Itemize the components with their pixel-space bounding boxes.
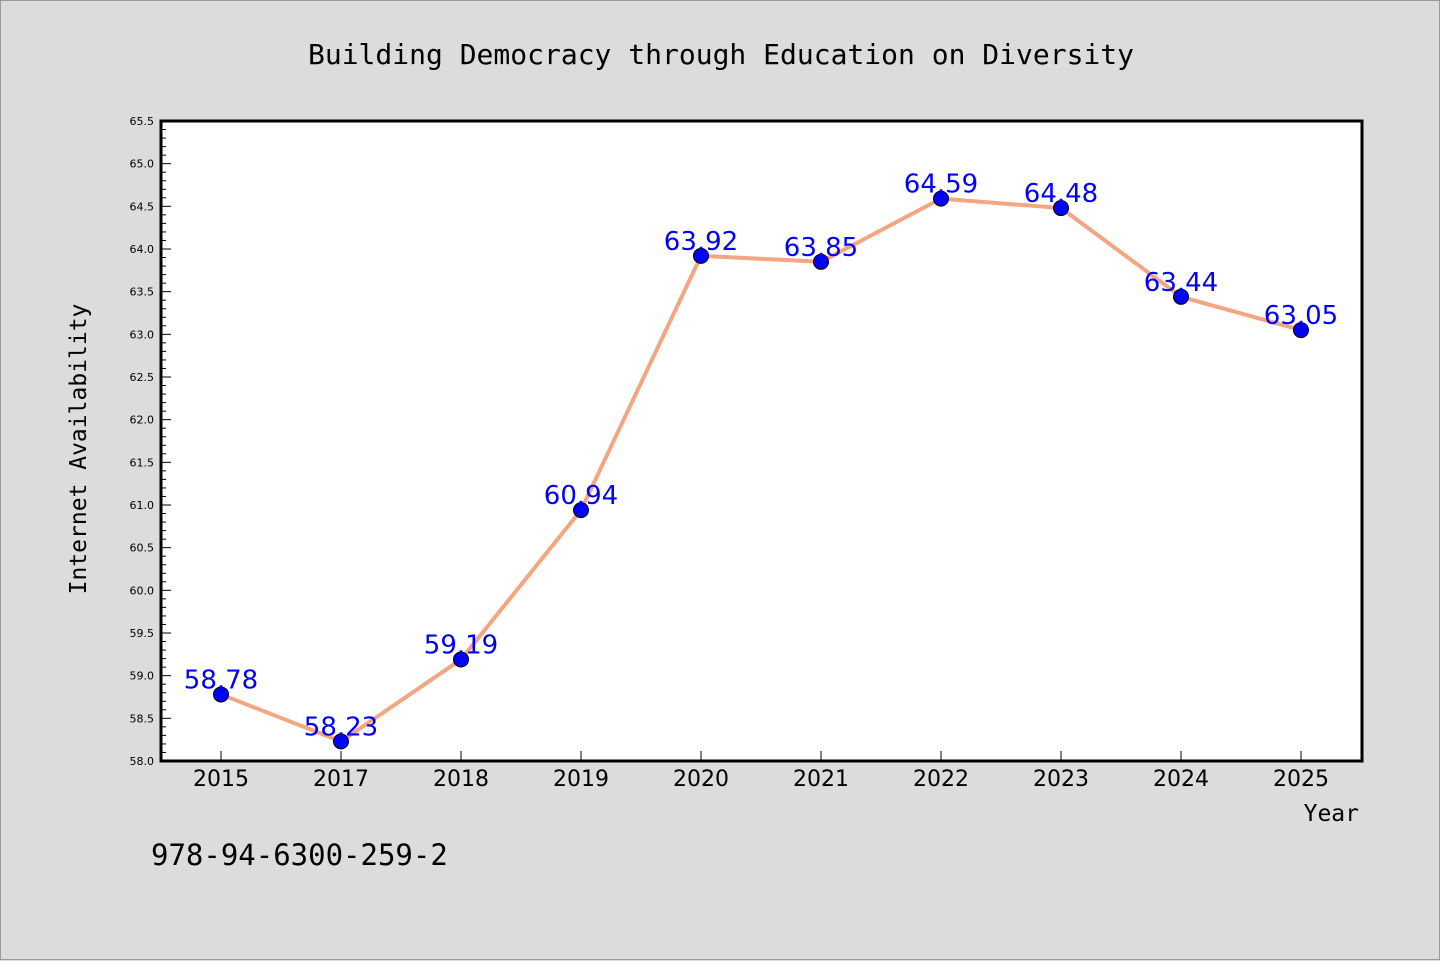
x-tick-label: 2017: [313, 767, 369, 792]
x-tick-label: 2024: [1153, 767, 1209, 792]
y-tick-label: 58.0: [130, 755, 155, 768]
y-tick-label: 61.0: [130, 499, 155, 512]
y-tick-label: 62.5: [130, 371, 155, 384]
data-point: [1293, 322, 1309, 339]
x-axis-label: Year: [1304, 801, 1359, 827]
data-label: 63.05: [1264, 301, 1338, 331]
y-tick-label: 63.0: [130, 328, 155, 341]
data-point: [933, 190, 949, 207]
plot-area: [159, 119, 1364, 763]
y-tick-label: 58.5: [130, 712, 155, 725]
y-axis-label: Internet Availability: [66, 304, 92, 595]
x-tick-label: 2018: [433, 767, 489, 792]
y-tick-label: 64.5: [130, 200, 155, 213]
y-tick-label: 63.5: [130, 286, 155, 299]
x-tick-label: 2020: [673, 767, 729, 792]
x-tick-label: 2019: [553, 767, 609, 792]
x-tick-label: 2022: [913, 767, 969, 792]
data-point: [1173, 288, 1189, 305]
data-label: 63.92: [664, 227, 738, 257]
y-tick-label: 60.0: [130, 584, 155, 597]
chart-title: Building Democracy through Education on …: [308, 38, 1134, 71]
x-tick-label: 2025: [1273, 767, 1329, 792]
series-layer: 58.78 58.23 59.19 60.94 63.92 63.85 64.59 64.48…: [184, 170, 1338, 750]
data-label: 58.78: [184, 665, 258, 695]
isbn-text: 978-94-6300-259-2: [151, 838, 448, 872]
y-axis: 58.0 58.5 59.0 59.5 60.0 60.5 61.0 61.5 62.0 62.5…: [130, 115, 171, 768]
x-tick-label: 2021: [793, 767, 849, 792]
data-label: 63.85: [784, 233, 858, 263]
x-axis: 2015 2017 2018 2019 2020 2021 2022 2023 2024 2025: [193, 751, 1329, 792]
y-tick-label: 59.0: [130, 670, 155, 683]
data-point: [213, 686, 229, 703]
y-tick-label: 59.5: [130, 627, 155, 640]
data-label: 60.94: [544, 481, 618, 511]
data-label: 64.59: [904, 170, 978, 200]
data-point: [333, 733, 349, 750]
data-point: [813, 253, 829, 270]
y-tick-label: 60.5: [130, 542, 155, 555]
y-tick-label: 64.0: [130, 243, 155, 256]
data-point: [573, 502, 589, 519]
data-point: [1053, 200, 1069, 217]
data-label: 59.19: [424, 630, 498, 660]
data-label: 63.44: [1144, 268, 1218, 298]
x-tick-label: 2015: [193, 767, 249, 792]
y-tick-label: 62.0: [130, 414, 155, 427]
x-tick-label: 2023: [1033, 767, 1089, 792]
y-tick-label: 65.0: [130, 158, 155, 171]
data-label: 58.23: [304, 712, 378, 742]
data-point: [453, 651, 469, 668]
y-tick-label: 61.5: [130, 456, 155, 469]
y-tick-label: 65.5: [130, 115, 155, 128]
data-point: [693, 247, 709, 264]
series-line: [220, 196, 1302, 744]
data-label: 64.48: [1024, 179, 1098, 209]
